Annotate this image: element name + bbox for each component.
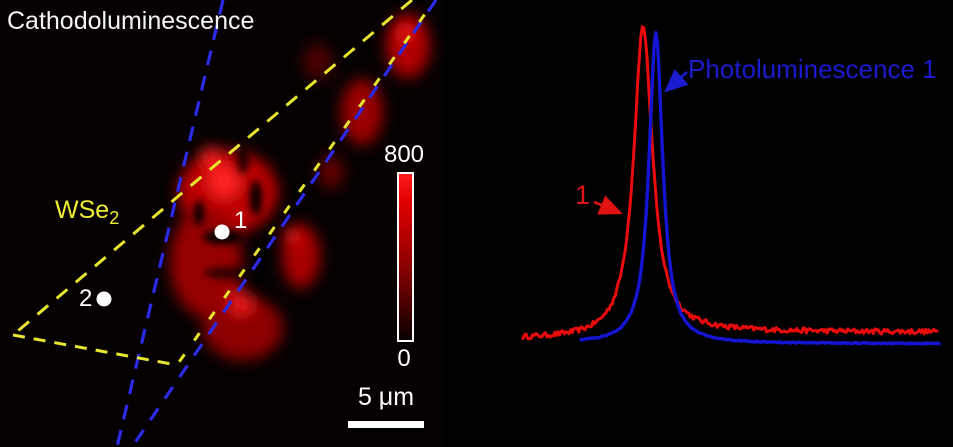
cl-annotation-arrow	[593, 195, 623, 215]
pl-annotation-arrow	[664, 69, 689, 93]
colorbar-gradient	[397, 172, 414, 342]
pl-spectrum-curve	[579, 31, 941, 346]
panel-title: Cathodoluminescence	[7, 7, 255, 35]
spectrum-panel: 1 Photoluminescence 1	[480, 0, 953, 447]
pl-annotation-label: Photoluminescence 1	[688, 54, 937, 84]
cl-spectrum-curve	[521, 25, 939, 341]
material-label-base: WSe	[55, 196, 110, 224]
scale-bar-line	[348, 421, 424, 428]
wse2-triangle-right-edge	[175, 3, 434, 366]
material-label-subscript: 2	[109, 208, 120, 228]
wse2-triangle-top-edge	[12, 0, 413, 337]
colorbar-max-label: 800	[383, 141, 425, 168]
blue-outline-right-line	[130, 0, 438, 447]
point-2-label: 2	[79, 285, 93, 312]
spectrum-plot	[521, 25, 941, 346]
cl-map-image	[12, 0, 438, 447]
point-1-label: 1	[234, 207, 248, 234]
colorbar-min-label: 0	[397, 345, 411, 372]
cl-map-panel: Cathodoluminescence WSe2 1 2 800 0 5 μm	[7, 0, 438, 447]
scale-bar-label: 5 μm	[357, 383, 415, 411]
wse2-triangle-bottom-edge	[12, 333, 178, 367]
point-1-marker	[214, 224, 230, 240]
cl-annotation-label: 1	[575, 180, 591, 210]
point-2-marker	[96, 291, 112, 307]
material-label: WSe2	[55, 196, 120, 228]
